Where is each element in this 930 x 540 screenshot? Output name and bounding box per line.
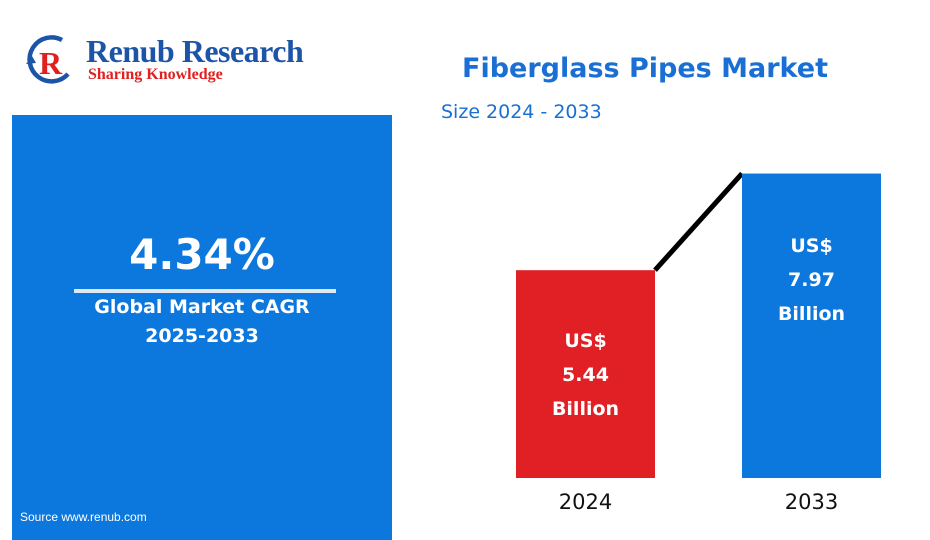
cagr-label: Global Market CAGR [94, 296, 310, 318]
cagr-value: 4.34% [129, 230, 275, 279]
cagr-period: 2025-2033 [145, 325, 259, 347]
growth-connector-line [653, 171, 744, 272]
cagr-divider [74, 289, 336, 293]
bar-2033 [742, 173, 881, 478]
bar-value-label: 5.44 [562, 364, 609, 386]
brand-logo: R Renub Research Sharing Knowledge [22, 30, 312, 92]
bar-value-label: 7.97 [788, 269, 835, 291]
renub-logo-icon: R [26, 35, 70, 84]
bar-2024 [516, 270, 655, 478]
cagr-panel: 4.34% Global Market CAGR 2025-2033 Sourc… [12, 115, 392, 540]
brand-tagline: Sharing Knowledge [88, 66, 223, 83]
x-tick-label: 2033 [785, 490, 838, 514]
bar-value-label: US$ [564, 330, 606, 352]
svg-text:R: R [39, 45, 63, 81]
chart-subtitle: Size 2024 - 2033 [441, 101, 602, 123]
source-note: Source www.renub.com [20, 510, 147, 524]
brand-name: Renub Research [86, 33, 304, 69]
bar-value-label: Billion [778, 303, 845, 325]
bar-value-label: Billion [552, 398, 619, 420]
x-tick-label: 2024 [559, 490, 612, 514]
chart-title: Fiberglass Pipes Market [462, 53, 829, 84]
bar-value-label: US$ [790, 235, 832, 257]
